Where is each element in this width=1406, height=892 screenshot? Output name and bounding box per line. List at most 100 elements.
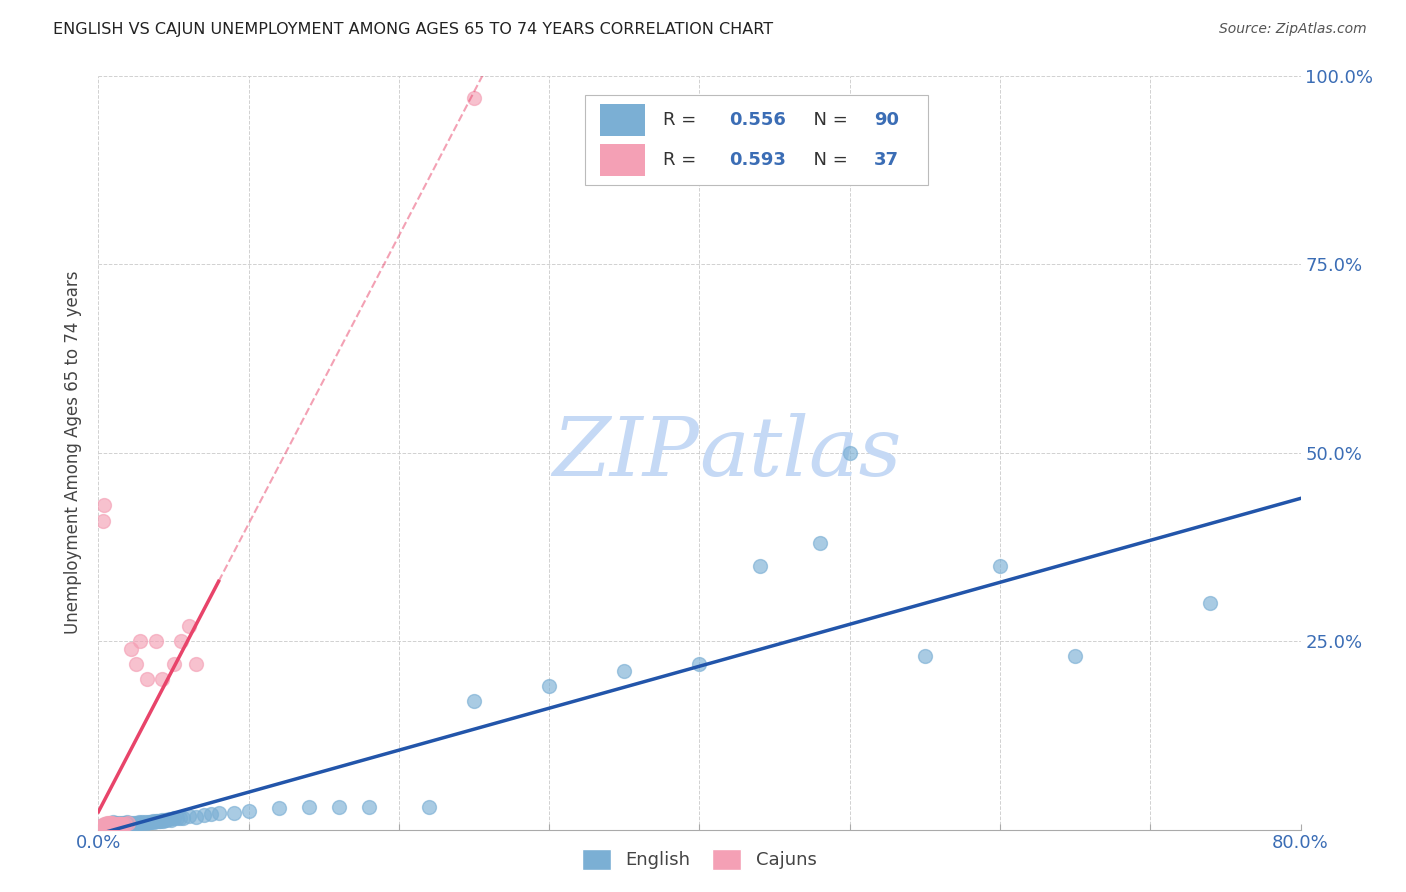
Point (177, 619, 200, 633)
Point (117, 815, 139, 830)
Point (1199, 596, 1222, 610)
Point (131, 815, 153, 830)
Point (129, 634, 152, 648)
Point (100, 816, 122, 830)
Point (97, 816, 120, 830)
Point (170, 634, 193, 648)
Point (111, 819, 134, 833)
Point (139, 815, 162, 830)
Point (96, 815, 118, 830)
Point (127, 816, 149, 830)
Point (94, 819, 117, 833)
Text: N =: N = (801, 111, 853, 129)
Point (148, 814, 170, 828)
Point (129, 815, 152, 830)
Point (125, 815, 148, 830)
Point (97, 815, 120, 830)
Point (463, 694, 485, 708)
Point (184, 810, 207, 824)
Point (105, 819, 128, 833)
Point (169, 810, 191, 824)
Text: 37: 37 (873, 151, 898, 169)
Point (96, 819, 118, 833)
Point (107, 819, 129, 833)
Point (101, 816, 124, 830)
Point (125, 657, 148, 671)
Point (107, 816, 129, 830)
Point (93, 499, 115, 513)
FancyBboxPatch shape (600, 144, 645, 176)
Point (166, 811, 188, 825)
Point (132, 815, 155, 830)
Point (135, 815, 157, 830)
Point (117, 819, 139, 833)
Point (93, 819, 115, 833)
Point (114, 816, 136, 830)
Point (107, 817, 129, 831)
Point (110, 819, 132, 833)
Point (162, 657, 184, 671)
Point (91, 514, 114, 528)
Point (914, 649, 936, 664)
Point (101, 819, 124, 833)
Point (111, 816, 134, 830)
Point (222, 805, 245, 820)
Point (177, 809, 200, 823)
Point (145, 634, 167, 648)
Text: 0.593: 0.593 (730, 151, 786, 169)
Point (94, 816, 117, 830)
Point (613, 665, 636, 679)
Point (114, 819, 136, 833)
Point (141, 814, 163, 829)
Point (136, 815, 159, 830)
Point (184, 657, 207, 671)
Point (146, 814, 169, 829)
Point (200, 807, 222, 822)
Point (838, 446, 860, 460)
Point (100, 819, 122, 833)
Point (105, 817, 128, 831)
Y-axis label: Unemployment Among Ages 65 to 74 years: Unemployment Among Ages 65 to 74 years (65, 271, 83, 634)
Point (124, 815, 146, 830)
Text: ZIP: ZIP (553, 413, 700, 492)
FancyBboxPatch shape (600, 104, 645, 136)
Point (298, 800, 321, 814)
Point (1064, 649, 1087, 664)
Point (104, 816, 127, 830)
Legend: English, Cajuns: English, Cajuns (575, 842, 824, 877)
Text: R =: R = (664, 151, 703, 169)
Point (104, 819, 127, 833)
Point (267, 801, 290, 815)
Text: R =: R = (664, 111, 703, 129)
Point (96, 818, 118, 832)
Point (108, 817, 131, 831)
Point (104, 818, 127, 832)
Point (112, 818, 135, 832)
Point (808, 536, 831, 550)
Point (128, 815, 150, 830)
Point (418, 800, 440, 814)
Point (91, 818, 114, 832)
Point (115, 815, 138, 830)
Point (463, 91, 485, 105)
Point (103, 817, 125, 831)
Point (101, 819, 124, 833)
Text: ENGLISH VS CAJUN UNEMPLOYMENT AMONG AGES 65 TO 74 YEARS CORRELATION CHART: ENGLISH VS CAJUN UNEMPLOYMENT AMONG AGES… (53, 22, 773, 37)
Point (150, 813, 173, 827)
Point (538, 679, 561, 693)
Text: N =: N = (801, 151, 853, 169)
Point (97, 819, 120, 833)
Point (100, 815, 122, 830)
Point (110, 816, 132, 830)
Point (328, 800, 350, 814)
Point (97, 819, 120, 833)
Point (103, 816, 125, 830)
Point (94, 816, 117, 830)
Point (90, 819, 112, 833)
Point (150, 672, 173, 686)
Point (155, 813, 177, 827)
Point (117, 815, 139, 830)
Point (172, 810, 194, 824)
Point (238, 804, 260, 818)
Point (96, 816, 118, 830)
